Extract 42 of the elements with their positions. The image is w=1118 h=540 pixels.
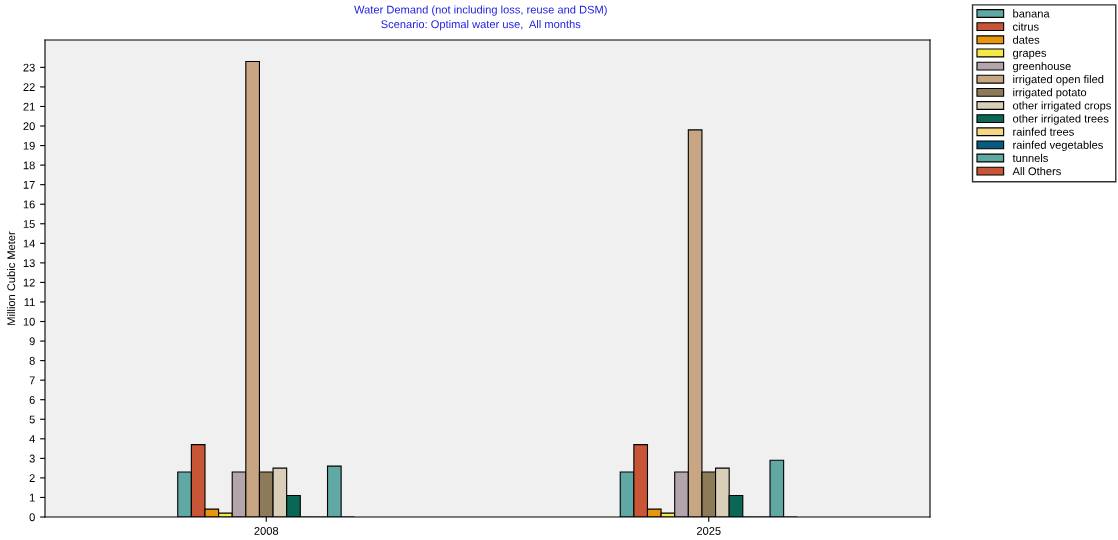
legend-label: rainfed vegetables [1013,140,1103,152]
y-tick-label: 0 [29,513,35,522]
y-tick-label: 12 [23,278,35,287]
legend-label: banana [1013,9,1050,18]
y-tick-label: 21 [23,102,35,111]
legend-label: irrigated open filed [1013,75,1104,86]
legend-label: greenhouse [1013,61,1071,73]
y-tick-label: 6 [29,395,35,404]
y-tick-label: 2 [29,474,35,482]
y-tick-label: 10 [23,317,35,326]
y-tick-label: 5 [29,415,35,424]
y-tick-label: 9 [29,337,35,346]
legend-label: dates [1013,35,1040,44]
y-tick-label: 4 [29,435,35,443]
y-tick-label: 18 [23,161,35,170]
x-tick-label: 2025 [696,527,721,535]
legend-label: citrus [1013,22,1039,31]
legend-label: grapes [1013,50,1047,60]
y-tick-label: 1 [29,493,35,502]
y-tick-label: 20 [23,122,35,131]
y-tick-label: 11 [24,298,35,306]
y-tick-label: 19 [23,141,35,150]
legend-label: irrigated potato [1013,88,1087,99]
chart-subtitle: Scenario: Optimal water use, All months [381,19,581,31]
y-tick-label: 17 [23,181,35,189]
y-tick-label: 23 [23,63,35,72]
y-tick-label: 7 [29,376,35,385]
legend-label: All Others [1012,166,1061,176]
legend-label: rainfed trees [1013,127,1074,136]
x-tick-label: 2008 [254,527,279,535]
chart-title: Water Demand (not including loss, reuse and DSM) [354,5,607,16]
y-axis-title: Million Cubic Meter [7,231,16,325]
y-tick-label: 22 [23,83,35,91]
y-tick-label: 16 [23,200,35,209]
legend-label: other irrigated crops [1013,101,1111,112]
y-tick-label: 14 [23,239,35,248]
y-tick-label: 8 [29,356,35,365]
legend-label: other irrigated trees [1013,114,1109,125]
y-tick-label: 15 [23,220,35,228]
legend-label: tunnels [1012,153,1048,163]
y-tick-label: 13 [23,259,35,267]
y-tick-label: 3 [29,454,35,463]
